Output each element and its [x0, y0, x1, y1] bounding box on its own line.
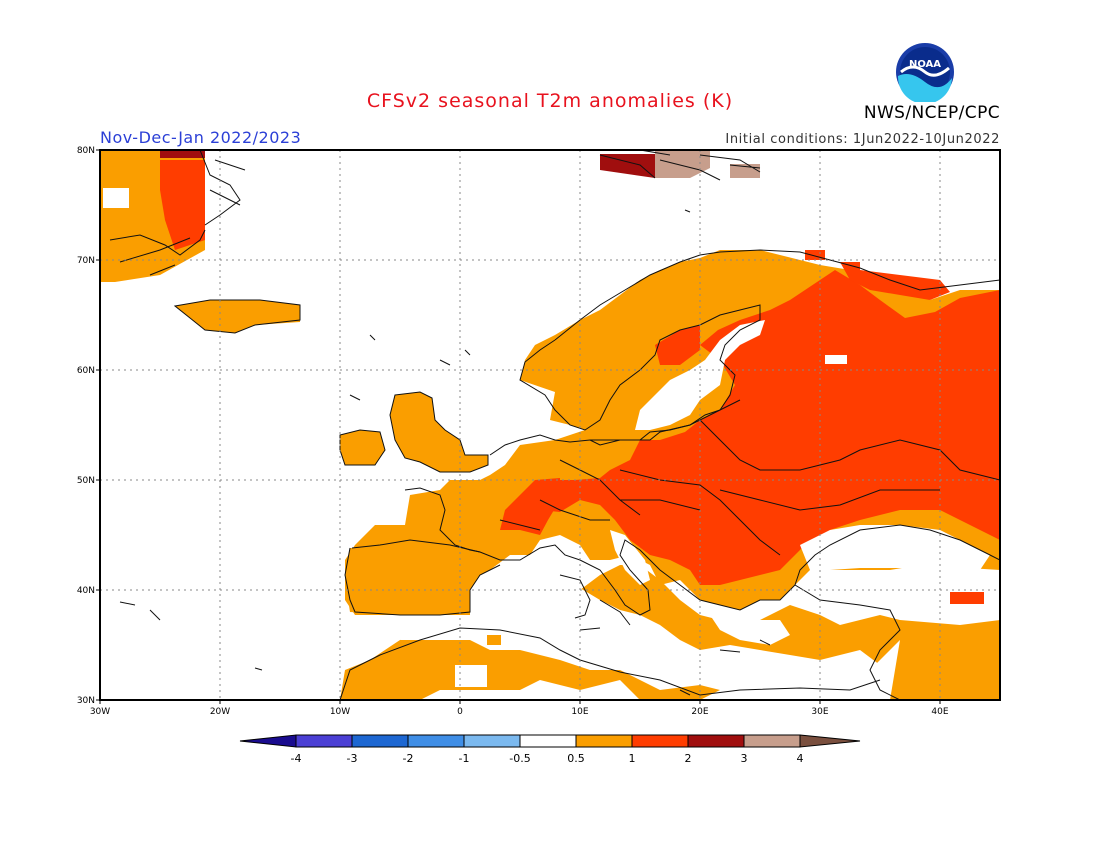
lon-label: 10E	[571, 707, 588, 717]
anomaly-gap-adriatic	[610, 530, 650, 585]
initial-conditions: Initial conditions: 1Jun2022-10Jun2022	[725, 132, 1000, 147]
coastlines	[109, 150, 1000, 700]
legend-label: -3	[347, 752, 358, 765]
lon-label: 10W	[330, 707, 350, 717]
map-frame	[99, 149, 1001, 701]
anomaly-region-greenland-warm	[160, 160, 205, 250]
anomaly-gap	[918, 580, 940, 592]
lat-labels: 80N 70N 60N 50N 40N 30N	[77, 146, 95, 706]
anomaly-gap-aegean	[700, 600, 790, 645]
anomaly-region-iceland	[175, 300, 300, 333]
anomaly-region-warm-patch	[950, 592, 984, 604]
anomaly-region-svalbard-2	[655, 150, 710, 178]
anomaly-gap-mediterranean	[400, 560, 880, 690]
legend-swatch	[631, 734, 689, 748]
anomaly-region-ireland	[340, 430, 385, 465]
anomaly-gap	[825, 355, 847, 364]
graticule	[100, 150, 1000, 700]
lon-label: 30E	[811, 707, 828, 717]
legend-label: 0.5	[567, 752, 585, 765]
anomaly-gap	[103, 188, 129, 208]
anomaly-region-scandi-red	[655, 325, 700, 365]
anomaly-region-iberia	[345, 540, 485, 615]
noaa-logo-text: NOAA	[909, 59, 941, 70]
legend-swatch	[295, 734, 353, 748]
legend-label: 1	[629, 752, 636, 765]
legend-swatch	[351, 734, 409, 748]
forecast-period: Nov-Dec-Jan 2022/2023	[100, 128, 302, 147]
legend-label: 3	[741, 752, 748, 765]
anomaly-region-svalbard	[600, 154, 655, 178]
legend-label: 2	[685, 752, 692, 765]
axis-ticks	[96, 149, 941, 704]
color-legend	[239, 734, 861, 748]
legend-label: -1	[459, 752, 470, 765]
legend-swatch	[407, 734, 465, 748]
anomaly-gap-baltic	[635, 320, 765, 430]
lat-label: 40N	[77, 586, 95, 596]
lon-label: 40E	[931, 707, 948, 717]
lat-label: 60N	[77, 366, 95, 376]
lon-labels: 30W 20W 10W 0 10E 20E 30E 40E	[90, 707, 949, 717]
legend-label: 4	[797, 752, 804, 765]
legend-swatch	[239, 734, 297, 748]
anomaly-region-greenland-hot	[160, 150, 205, 158]
legend-swatch	[799, 734, 861, 748]
legend-label: -4	[291, 752, 302, 765]
anomaly-region-arctic-red	[805, 250, 825, 260]
legend-label: -2	[403, 752, 414, 765]
lon-label: 20W	[210, 707, 230, 717]
lat-label: 70N	[77, 256, 95, 266]
anomaly-gap	[455, 665, 487, 687]
legend-swatch	[575, 734, 633, 748]
lat-label: 80N	[77, 146, 95, 156]
noaa-logo: NOAA	[895, 42, 955, 105]
lat-label: 30N	[77, 696, 95, 706]
legend-labels: -4 -3 -2 -1 -0.5 0.5 1 2 3 4	[291, 752, 804, 765]
legend-swatch	[519, 734, 577, 748]
lat-label: 50N	[77, 476, 95, 486]
lon-label: 0	[457, 707, 463, 717]
legend-swatch	[743, 734, 801, 748]
map-title: CFSv2 seasonal T2m anomalies (K)	[366, 90, 734, 112]
anomaly-region-france-red	[500, 478, 560, 535]
lon-label: 30W	[90, 707, 110, 717]
legend-swatch	[463, 734, 521, 748]
anomaly-region-patch	[487, 635, 501, 645]
anomaly-region-east-europe	[530, 270, 1000, 585]
lon-label: 20E	[691, 707, 708, 717]
legend-label: -0.5	[509, 752, 530, 765]
agency-label: NWS/NCEP/CPC	[863, 103, 1000, 123]
legend-swatch	[687, 734, 745, 748]
